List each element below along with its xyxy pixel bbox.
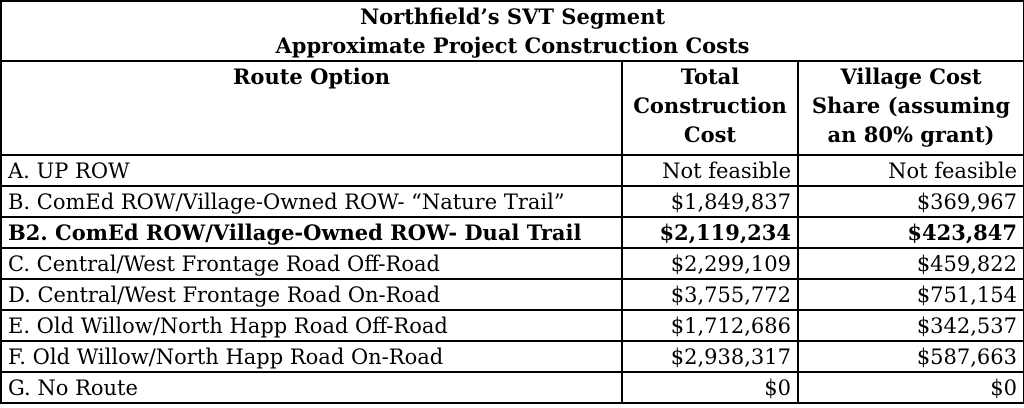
table-row: D. Central/West Frontage Road On-Road $3,… — [0, 278, 1024, 311]
total-cost-cell: $1,712,686 — [621, 309, 799, 342]
header-village-share: Village Cost Share (assuming an 80% gran… — [796, 60, 1024, 156]
table-row: E. Old Willow/North Happ Road Off-Road $1… — [0, 309, 1024, 342]
village-share-cell: $369,967 — [796, 185, 1024, 218]
header-row: Route Option Total Construction Cost Vil… — [0, 60, 1024, 156]
village-share-cell: Not feasible — [796, 154, 1024, 187]
route-cell: E. Old Willow/North Happ Road Off-Road — [0, 309, 623, 342]
total-cost-cell: $2,299,109 — [621, 247, 799, 280]
table-row: B2. ComEd ROW/Village-Owned ROW- Dual Tr… — [0, 216, 1024, 249]
table-row: B. ComEd ROW/Village-Owned ROW- “Nature … — [0, 185, 1024, 218]
route-cell: G. No Route — [0, 371, 623, 404]
table-row: A. UP ROW Not feasible Not feasible — [0, 154, 1024, 187]
route-cell: B. ComEd ROW/Village-Owned ROW- “Nature … — [0, 185, 623, 218]
table-row: F. Old Willow/North Happ Road On-Road $2,… — [0, 340, 1024, 373]
header-route-option: Route Option — [0, 60, 623, 156]
village-share-cell: $342,537 — [796, 309, 1024, 342]
route-cell: F. Old Willow/North Happ Road On-Road — [0, 340, 623, 373]
table-row: C. Central/West Frontage Road Off-Road $2… — [0, 247, 1024, 280]
village-share-cell: $459,822 — [796, 247, 1024, 280]
village-share-cell: $0 — [796, 371, 1024, 404]
village-share-cell: $587,663 — [796, 340, 1024, 373]
total-cost-cell: $3,755,772 — [621, 278, 799, 311]
header-total-cost: Total Construction Cost — [621, 60, 799, 156]
total-cost-cell: $2,119,234 — [621, 216, 799, 249]
table-row: G. No Route $0 $0 — [0, 371, 1024, 404]
village-share-cell: $423,847 — [796, 216, 1024, 249]
total-cost-cell: $2,938,317 — [621, 340, 799, 373]
total-cost-cell: Not feasible — [621, 154, 799, 187]
route-cell: A. UP ROW — [0, 154, 623, 187]
route-cell: C. Central/West Frontage Road Off-Road — [0, 247, 623, 280]
route-cell: B2. ComEd ROW/Village-Owned ROW- Dual Tr… — [0, 216, 623, 249]
table-title: Northfield’s SVT Segment — [0, 0, 1024, 31]
route-cell: D. Central/West Frontage Road On-Road — [0, 278, 623, 311]
village-share-cell: $751,154 — [796, 278, 1024, 311]
title-row-1: Northfield’s SVT Segment — [0, 0, 1024, 31]
title-row-2: Approximate Project Construction Costs — [0, 31, 1024, 62]
total-cost-cell: $1,849,837 — [621, 185, 799, 218]
total-cost-cell: $0 — [621, 371, 799, 404]
table-subtitle: Approximate Project Construction Costs — [0, 31, 1024, 62]
